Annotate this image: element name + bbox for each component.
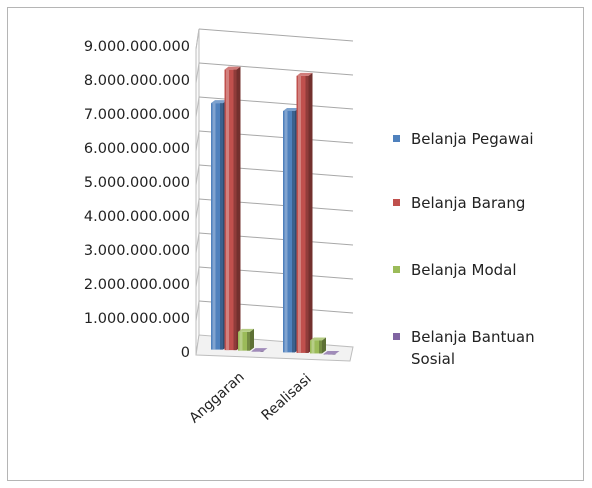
bar-belanja-bantuan-sosial-anggaran	[251, 348, 268, 352]
y-tick-label: 3.000.000.000	[84, 243, 190, 259]
y-tick-label: 8.000.000.000	[84, 73, 190, 89]
y-tick-label: 1.000.000.000	[84, 311, 190, 327]
legend-label: Belanja Barang	[411, 194, 525, 212]
x-category-label: Anggaran	[186, 369, 247, 426]
bar-belanja-bantuan-sosial-realisasi	[323, 350, 340, 355]
gridline-depth	[195, 266, 200, 288]
y-tick-label: 9.000.000.000	[84, 39, 190, 55]
bar-belanja-barang-realisasi	[296, 72, 313, 353]
gridline-depth	[195, 300, 200, 322]
bar-belanja-modal-anggaran	[238, 328, 254, 351]
gridline-depth	[195, 164, 200, 186]
y-axis-ticks: 0 1.000.000.000 2.000.000.000 3.000.000.000…	[84, 39, 190, 361]
legend-swatch	[393, 333, 400, 340]
legend-swatch	[393, 266, 400, 273]
y-tick-label: 0	[181, 345, 190, 361]
legend: Belanja Pegawai Belanja Barang Belanja Mod…	[393, 130, 535, 368]
y-tick-label: 5.000.000.000	[84, 175, 190, 191]
legend-item: Belanja Bantuan Sosial	[393, 328, 535, 368]
x-axis-categories: Anggaran Realisasi	[186, 369, 314, 426]
gridline-depth	[195, 28, 200, 50]
gridline-depth	[195, 96, 200, 118]
gridline	[198, 28, 354, 42]
gridline-depth	[195, 232, 200, 254]
gridline	[198, 62, 354, 76]
y-tick-label: 7.000.000.000	[84, 107, 190, 123]
y-tick-label: 4.000.000.000	[84, 209, 190, 225]
bar-belanja-modal-realisasi	[310, 337, 326, 354]
legend-label: Belanja Pegawai	[411, 130, 534, 148]
legend-item: Belanja Modal	[393, 261, 517, 279]
legend-label: Sosial	[411, 350, 455, 368]
y-tick-label: 6.000.000.000	[84, 141, 190, 157]
legend-item: Belanja Barang	[393, 194, 525, 212]
x-category-label: Realisasi	[259, 371, 315, 424]
gridline-depth	[195, 130, 200, 152]
bar-belanja-barang-anggaran	[224, 66, 241, 351]
legend-label: Belanja Modal	[411, 261, 517, 279]
legend-swatch	[393, 135, 400, 142]
y-tick-label: 2.000.000.000	[84, 277, 190, 293]
gridline-depth	[195, 198, 200, 220]
gridline-depth	[195, 62, 200, 84]
legend-swatch	[393, 199, 400, 206]
legend-label: Belanja Bantuan	[411, 328, 535, 346]
bars	[211, 66, 340, 355]
legend-item: Belanja Pegawai	[393, 130, 534, 148]
